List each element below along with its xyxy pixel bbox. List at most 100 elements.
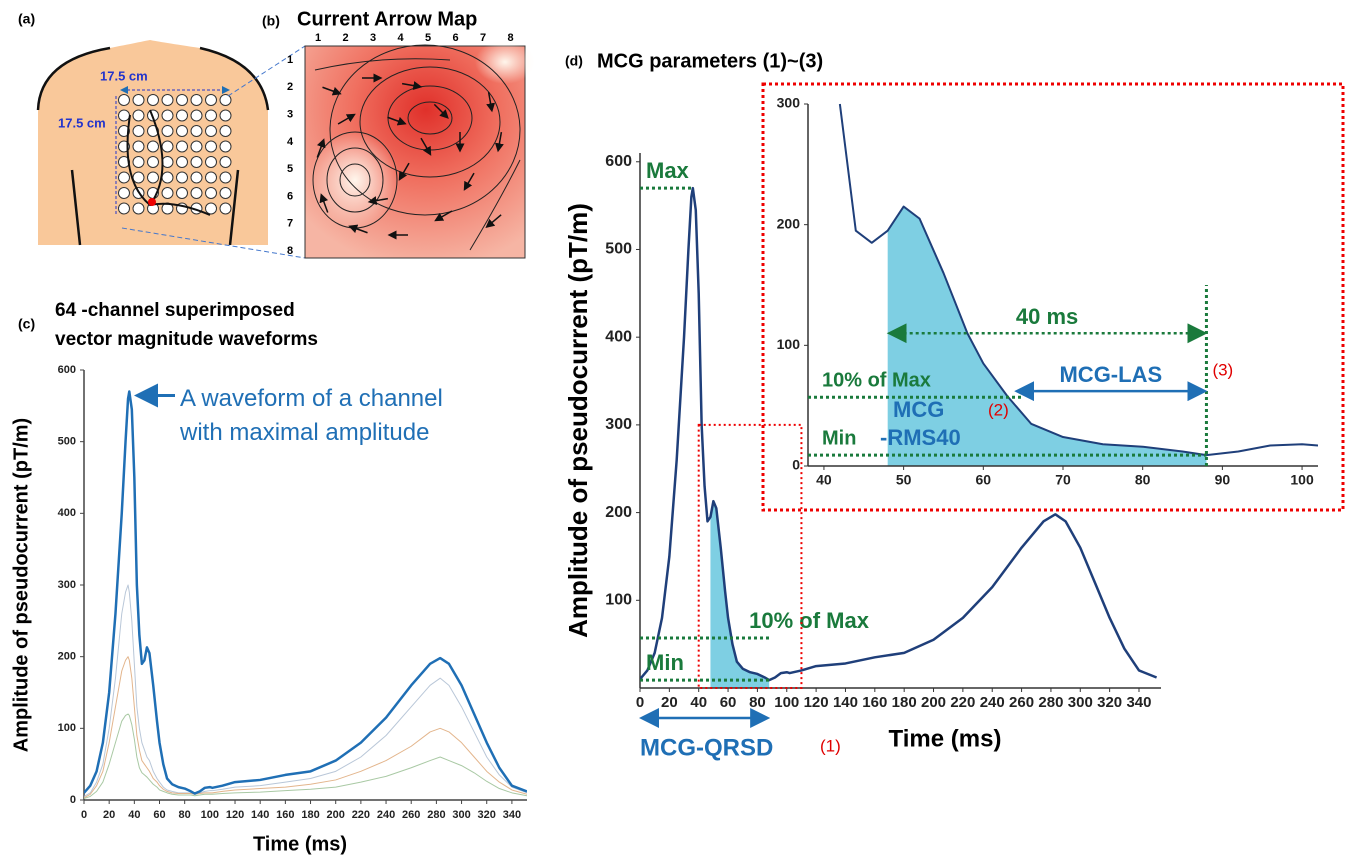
sensor <box>176 156 188 168</box>
contours <box>312 44 521 251</box>
x-tick-label: 340 <box>503 809 521 821</box>
x-tick-label: 80 <box>179 809 191 821</box>
current-arrow <box>348 224 368 234</box>
x-tick-label: 40 <box>816 472 832 488</box>
y-tick-label: 400 <box>58 507 76 519</box>
x-tick-label: 0 <box>636 694 644 711</box>
x-tick-label: 140 <box>833 694 858 711</box>
y-axis-title: Amplitude of pseudocurrent (pT/m) <box>563 203 593 638</box>
x-tick-label: 60 <box>153 809 165 821</box>
y-tick-label: 0 <box>70 794 76 806</box>
sensor <box>161 156 174 168</box>
reference-point <box>148 198 156 206</box>
y-tick-label: 500 <box>58 436 76 448</box>
line-series <box>84 713 527 800</box>
sensor <box>176 125 188 137</box>
sensor <box>205 94 217 106</box>
sensor <box>205 171 217 184</box>
x-tick-label: 100 <box>201 809 219 821</box>
annotation: A waveform of a channel <box>180 385 443 412</box>
chart-title: 64 -channel superimposed <box>55 300 295 321</box>
reference-label: 10% of Max <box>822 370 931 392</box>
sensor <box>118 202 130 215</box>
zoom-line <box>227 45 306 97</box>
current-arrow <box>337 113 356 125</box>
x-tick-label: 300 <box>1068 694 1093 711</box>
x-tick-label: 60 <box>720 694 737 711</box>
x-tick-label: 120 <box>804 694 829 711</box>
y-tick-label: 300 <box>777 95 801 111</box>
x-tick-label: 240 <box>377 809 395 821</box>
x-tick-label: 220 <box>352 809 370 821</box>
current-arrow <box>485 214 502 229</box>
annotation: with maximal amplitude <box>179 419 429 446</box>
x-tick-label: 80 <box>1135 472 1151 488</box>
width-label: 17.5 cm <box>100 68 148 83</box>
x-tick-label: 40 <box>128 809 140 821</box>
x-tick-label: 50 <box>896 472 912 488</box>
x-tick-label: 340 <box>1126 694 1151 711</box>
y-tick-label: 100 <box>58 722 76 734</box>
x-tick-label: 240 <box>980 694 1005 711</box>
y-tick-label: 400 <box>605 328 632 345</box>
reference-label: Min <box>822 427 856 449</box>
sensor <box>205 140 217 153</box>
duration-note: (1) <box>820 736 841 755</box>
x-axis-title: Time (ms) <box>889 725 1002 752</box>
row-label: 7 <box>287 218 293 230</box>
sensor <box>161 171 174 184</box>
sensor <box>190 125 203 137</box>
sensor <box>219 94 232 106</box>
inset-frame <box>761 82 1345 512</box>
sensor <box>219 125 232 137</box>
y-axis-title: Amplitude of pseudocurrent (pT/m) <box>10 418 32 752</box>
torso-outline <box>36 46 270 246</box>
sensor <box>219 109 232 122</box>
panel-b: (b) Current Arrow Map <box>262 8 535 259</box>
x-tick-label: 0 <box>81 809 87 821</box>
x-tick-label: 140 <box>251 809 269 821</box>
row-label: 4 <box>287 136 294 148</box>
panel-a: (a) 17.5 cm 17.5 cm <box>18 11 306 259</box>
region-label: -RMS40 <box>880 425 961 450</box>
x-tick-label: 280 <box>427 809 445 821</box>
sensor <box>132 202 145 215</box>
current-arrow <box>401 81 423 91</box>
sensor <box>219 171 232 184</box>
x-tick-label: 280 <box>1038 694 1063 711</box>
column-label: 5 <box>425 32 431 44</box>
x-tick-label: 180 <box>301 809 319 821</box>
sensor <box>190 94 203 106</box>
x-tick-label: 220 <box>950 694 975 711</box>
shaded-area <box>887 206 1207 466</box>
x-tick-label: 320 <box>478 809 496 821</box>
line-series <box>640 186 1158 682</box>
sensor <box>118 94 130 106</box>
x-axis-title: Time (ms) <box>253 833 347 855</box>
sensor <box>190 156 203 168</box>
sensor <box>161 140 174 153</box>
sensor <box>190 109 203 122</box>
row-label: 2 <box>287 81 293 93</box>
row-label: 3 <box>287 109 293 121</box>
sensor <box>147 171 159 184</box>
sensor <box>147 156 159 168</box>
x-tick-label: 80 <box>749 694 766 711</box>
region-note: (2) <box>988 400 1009 419</box>
chart-title: vector magnitude waveforms <box>55 329 318 350</box>
line-series <box>84 656 527 799</box>
duration-label: MCG-QRSD <box>640 734 773 761</box>
current-arrow <box>433 103 449 119</box>
sensor <box>161 187 174 199</box>
sensor <box>161 125 174 137</box>
x-tick-label: 300 <box>452 809 470 821</box>
sensor <box>132 171 145 184</box>
shaded-area <box>710 501 770 688</box>
sensor <box>118 171 130 184</box>
column-label: 3 <box>370 32 376 44</box>
current-arrows <box>316 73 504 240</box>
column-label: 6 <box>452 32 458 44</box>
column-label: 1 <box>315 32 321 44</box>
y-tick-label: 200 <box>777 215 801 231</box>
